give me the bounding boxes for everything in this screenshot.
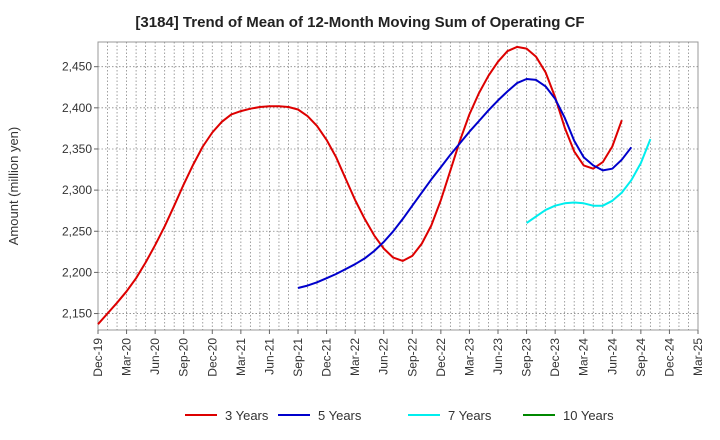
legend-label: 7 Years	[448, 408, 492, 423]
series-line-5-years	[297, 78, 633, 289]
series-line-7-years	[526, 138, 652, 224]
x-tick-label: Dec-22	[434, 338, 448, 377]
x-tick-label: Sep-21	[291, 338, 305, 377]
y-tick-label: 2,450	[62, 60, 92, 74]
x-tick-label: Mar-22	[348, 338, 362, 376]
y-tick-label: 2,350	[62, 142, 92, 156]
x-tick-label: Dec-24	[662, 338, 676, 377]
legend-label: 5 Years	[318, 408, 362, 423]
x-tick-label: Mar-25	[691, 338, 705, 376]
chart-title: [3184] Trend of Mean of 12-Month Moving …	[135, 14, 585, 31]
x-tick-label: Jun-22	[377, 338, 391, 375]
y-tick-label: 2,150	[62, 307, 92, 321]
legend-item-3-years: 3 Years	[185, 408, 269, 423]
series-line-3-years	[97, 45, 623, 325]
legend-item-7-years: 7 Years	[408, 408, 492, 423]
y-tick-label: 2,400	[62, 101, 92, 115]
legend-label: 10 Years	[563, 408, 614, 423]
x-tick-label: Jun-21	[262, 338, 276, 375]
x-tick-label: Mar-24	[577, 338, 591, 376]
y-axis-title: Amount (million yen)	[6, 127, 21, 246]
x-tick-label: Mar-20	[120, 338, 134, 376]
x-tick-label: Dec-21	[320, 338, 334, 377]
x-tick-label: Sep-20	[177, 338, 191, 377]
x-tick-label: Dec-23	[548, 338, 562, 377]
x-tick-label: Dec-20	[205, 338, 219, 377]
x-tick-label: Jun-20	[148, 338, 162, 375]
x-tick-label: Jun-24	[605, 338, 619, 375]
x-tick-label: Jun-23	[491, 338, 505, 375]
legend-item-10-years: 10 Years	[523, 408, 614, 423]
y-tick-label: 2,200	[62, 265, 92, 279]
x-tick-label: Mar-23	[462, 338, 476, 376]
x-tick-label: Sep-22	[405, 338, 419, 377]
y-tick-label: 2,250	[62, 224, 92, 238]
legend-item-5-years: 5 Years	[278, 408, 362, 423]
y-tick-label: 2,300	[62, 183, 92, 197]
plot-frame	[97, 41, 699, 331]
x-tick-label: Mar-21	[234, 338, 248, 376]
x-tick-label: Dec-19	[91, 338, 105, 377]
x-tick-label: Sep-24	[634, 338, 648, 377]
legend-label: 3 Years	[225, 408, 269, 423]
x-tick-label: Sep-23	[520, 338, 534, 377]
